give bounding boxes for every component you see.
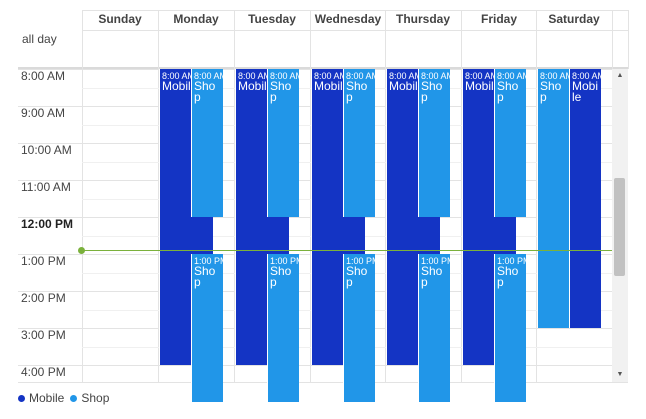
- event-title: Shop: [497, 79, 519, 104]
- triangle-up-icon[interactable]: ▲: [616, 72, 624, 79]
- event-time: 1:00 PM: [194, 256, 223, 266]
- day-header-tuesday[interactable]: Tuesday: [248, 12, 296, 26]
- event-time: 8:00 AM: [540, 71, 569, 81]
- event-title: Mobile: [572, 79, 599, 104]
- triangle-down-icon[interactable]: ▼: [616, 371, 624, 378]
- time-label: 2:00 PM: [21, 291, 66, 305]
- event-time: 8:00 AM: [572, 71, 601, 81]
- scroll-thumb[interactable]: [614, 178, 625, 276]
- event-title: Shop: [194, 264, 216, 289]
- event-time: 8:00 AM: [162, 71, 196, 81]
- event-time: 8:00 AM: [421, 71, 450, 81]
- time-label: 12:00 PM: [21, 217, 74, 231]
- header-bottom-border: [82, 30, 628, 31]
- event-time: 8:00 AM: [238, 71, 272, 81]
- grid-bottom-border: [18, 382, 628, 383]
- time-label: 10:00 AM: [21, 143, 72, 157]
- current-time-line: [82, 250, 612, 252]
- day-header-sunday[interactable]: Sunday: [98, 12, 142, 26]
- time-label: 11:00 AM: [21, 180, 71, 194]
- legend-item-shop[interactable]: Shop: [70, 391, 109, 405]
- column-divider: [628, 10, 629, 69]
- event-title: Shop: [421, 264, 443, 289]
- legend-label: Shop: [81, 391, 110, 405]
- event-time: 8:00 AM: [465, 71, 499, 81]
- grid-top-border: [82, 10, 628, 11]
- column-divider: [536, 10, 537, 382]
- day-header-wednesday[interactable]: Wednesday: [314, 12, 382, 26]
- event-time: 8:00 AM: [389, 71, 423, 81]
- column-divider: [461, 10, 462, 382]
- event-time: 1:00 PM: [270, 256, 299, 266]
- hour-line: [18, 365, 612, 366]
- column-divider: [234, 10, 235, 382]
- allday-label: all day: [22, 32, 57, 46]
- time-label: 4:00 PM: [21, 365, 66, 379]
- event-time: 1:00 PM: [346, 256, 375, 266]
- time-label: 9:00 AM: [21, 106, 66, 120]
- column-divider: [385, 10, 386, 382]
- event-time: 1:00 PM: [421, 256, 450, 266]
- event-title: Mobile: [465, 79, 501, 93]
- day-header-monday[interactable]: Monday: [173, 12, 219, 26]
- legend: Mobile Shop: [18, 391, 115, 405]
- event-time: 8:00 AM: [346, 71, 375, 81]
- event-title: Shop: [270, 264, 292, 289]
- current-time-dot: [78, 247, 85, 255]
- event-title: Shop: [421, 79, 443, 104]
- event-time: 8:00 AM: [194, 71, 223, 81]
- event-time: 8:00 AM: [497, 71, 526, 81]
- event-title: Shop: [497, 264, 519, 289]
- event-title: Mobile: [162, 79, 198, 93]
- event-title: Shop: [346, 264, 368, 289]
- event-time: 8:00 AM: [314, 71, 348, 81]
- allday-bottom-border: [18, 67, 628, 69]
- column-divider: [82, 10, 83, 382]
- legend-label: Mobile: [29, 391, 65, 405]
- day-header-thursday[interactable]: Thursday: [395, 12, 450, 26]
- time-label: 8:00 AM: [21, 69, 66, 83]
- event-title: Shop: [194, 79, 216, 104]
- event-title: Mobile: [314, 79, 350, 93]
- column-divider: [158, 10, 159, 382]
- event-title: Shop: [540, 79, 562, 104]
- day-header-saturday[interactable]: Saturday: [548, 12, 600, 26]
- day-header-friday[interactable]: Friday: [480, 12, 517, 26]
- column-divider: [310, 10, 311, 382]
- event-title: Shop: [346, 79, 368, 104]
- event-time: 1:00 PM: [497, 256, 526, 266]
- vertical-scrollbar[interactable]: ▲ ▼: [612, 69, 628, 382]
- event-time: 8:00 AM: [270, 71, 299, 81]
- time-label: 3:00 PM: [21, 328, 66, 342]
- event-title: Shop: [270, 79, 292, 104]
- event-title: Mobile: [389, 79, 425, 93]
- time-label: 1:00 PM: [21, 254, 66, 268]
- legend-item-mobile[interactable]: Mobile: [18, 391, 64, 405]
- legend-dot-icon: [18, 394, 25, 402]
- legend-dot-icon: [70, 394, 78, 402]
- event-title: Mobile: [238, 79, 274, 93]
